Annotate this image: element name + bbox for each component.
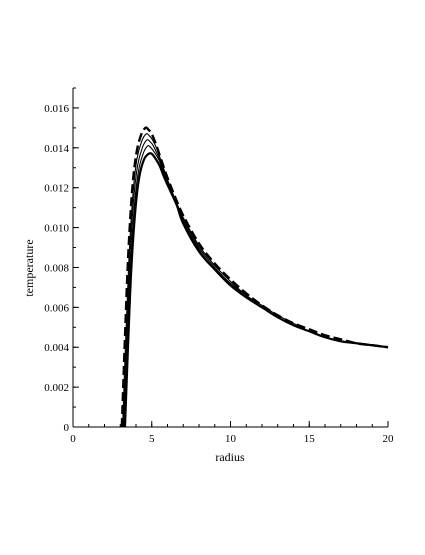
series-layer (120, 126, 389, 428)
y-tick-label: 0.008 (44, 262, 69, 274)
y-tick-label: 0.010 (44, 223, 69, 235)
x-tick-label: 10 (225, 433, 237, 445)
y-tick-label: 0.014 (44, 143, 69, 155)
y-tick-label: 0.012 (44, 183, 69, 195)
series-line-2 (122, 133, 389, 428)
x-tick-label: 20 (383, 433, 395, 445)
y-tick-label: 0.016 (44, 103, 69, 115)
x-tick-label: 15 (304, 433, 316, 445)
series-line-1 (120, 126, 389, 428)
x-tick-label: 0 (70, 433, 76, 445)
series-line-5 (123, 152, 389, 428)
y-tick-label: 0.006 (44, 302, 69, 314)
y-axis-label: temperature (22, 239, 36, 296)
x-axis-label: radius (215, 450, 245, 464)
x-tick-label: 5 (149, 433, 155, 445)
axes-layer: 0 5 10 15 20 0 0.002 0.004 0.006 0.008 0.010 0.012 0… (44, 87, 395, 445)
y-tick-label: 0.004 (44, 342, 69, 354)
series-line-3 (122, 139, 389, 428)
series-line-4 (123, 145, 389, 428)
y-tick-label: 0.002 (44, 382, 69, 394)
y-tick-label: 0 (64, 422, 70, 434)
